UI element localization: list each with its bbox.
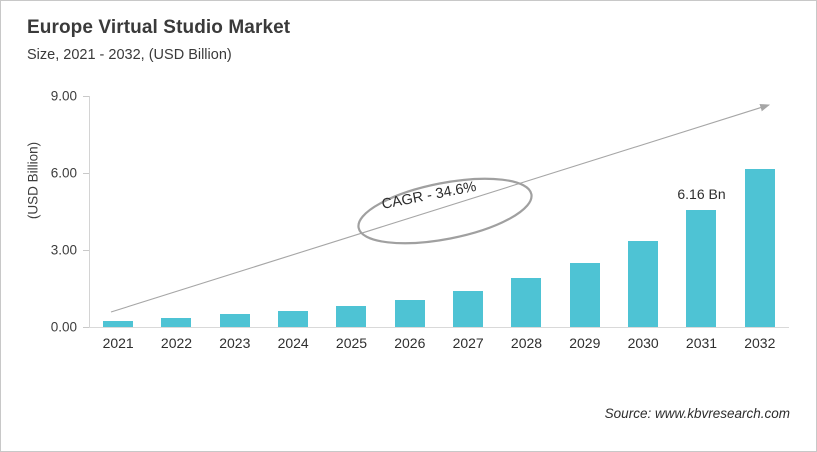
- y-axis-tick-mark: [83, 173, 89, 174]
- x-axis-labels: 2021 2022 2023 2024 2025 2026 2027 2028 2029 2030…: [89, 1, 789, 451]
- bar-2024: [278, 311, 309, 327]
- title-block: Europe Virtual Studio Market Size, 2021 …: [27, 17, 627, 64]
- x-axis-tick-label-2029: 2029: [569, 335, 601, 351]
- x-axis-tick-label-2023: 2023: [219, 335, 251, 351]
- y-axis-tick-label: 3.00: [50, 242, 77, 258]
- bar-column: [89, 96, 147, 327]
- bar-column: [147, 96, 205, 327]
- y-axis-tick-mark: [83, 250, 89, 251]
- y-axis-tick-mark: [83, 327, 89, 328]
- source-note: Source: www.kbvresearch.com: [604, 406, 790, 421]
- y-axis-title: (USD Billion): [25, 141, 41, 220]
- bar-column: [206, 96, 264, 327]
- x-axis-tick-label-2026: 2026: [394, 335, 426, 351]
- y-axis-tick-label: 0.00: [50, 319, 77, 335]
- x-axis-tick-label-2030: 2030: [627, 335, 659, 351]
- x-axis-line: [89, 327, 789, 328]
- x-axis-tick-label-2028: 2028: [510, 335, 543, 351]
- y-axis-tick-label: 6.00: [50, 165, 77, 181]
- y-axis-line: [89, 96, 90, 328]
- bar-2022: [161, 317, 192, 327]
- x-axis-tick-label-2031: 2031: [685, 335, 718, 351]
- x-axis-tick-label-2024: 2024: [277, 335, 309, 351]
- y-axis-labels: 0.00 3.00 6.00 9.00: [25, 1, 77, 451]
- bar-column: [264, 96, 322, 327]
- y-axis-tick-label: 9.00: [50, 88, 77, 104]
- x-axis-tick-label-2022: 2022: [160, 335, 193, 351]
- chart-title: Europe Virtual Studio Market: [27, 17, 291, 38]
- x-axis-tick-label-2025: 2025: [335, 335, 368, 351]
- bar-2023: [219, 314, 250, 327]
- x-axis-tick-label-2021: 2021: [102, 335, 134, 351]
- x-axis-tick-label-2027: 2027: [452, 335, 484, 351]
- chart-subtitle: Size, 2021 - 2032, (USD Billion): [27, 46, 232, 63]
- bar-2021: [103, 320, 134, 327]
- x-axis-tick-label-2032: 2032: [744, 335, 776, 351]
- y-axis-tick-mark: [83, 96, 89, 97]
